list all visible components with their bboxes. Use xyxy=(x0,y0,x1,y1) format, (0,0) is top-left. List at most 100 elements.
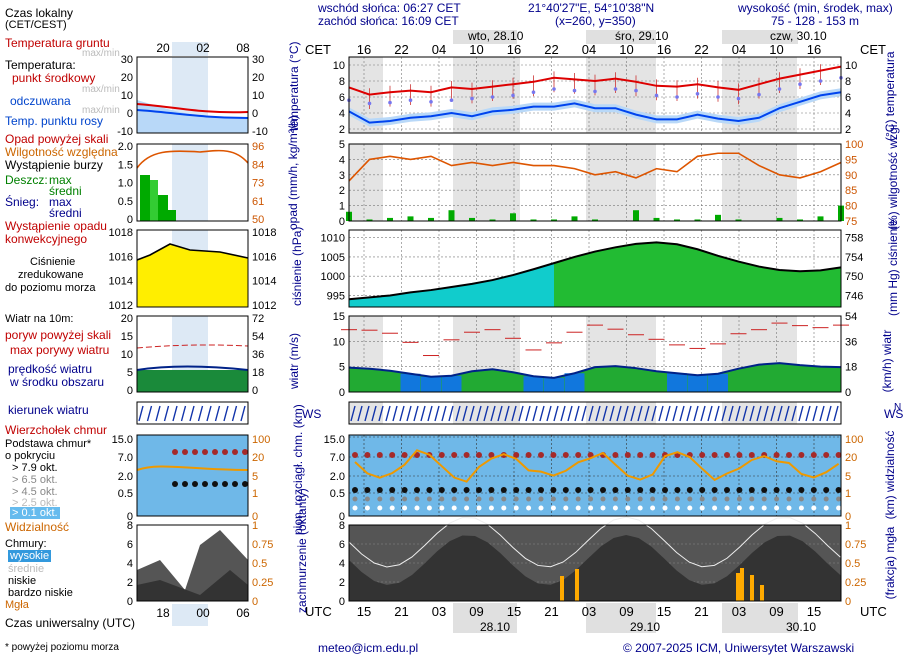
cloud-legend-tick-right: 100 xyxy=(252,434,270,446)
cloud-base-dot xyxy=(724,487,730,493)
cloud-base-dot-low xyxy=(377,505,383,511)
compass-label: WS xyxy=(884,407,903,421)
press-tick-left: 1005 xyxy=(321,252,345,264)
cloud-tick-left: 2.0 xyxy=(330,471,345,483)
fog-bar xyxy=(760,585,764,601)
wind-dir-arrow xyxy=(532,405,538,422)
legend-precip-bar xyxy=(140,175,150,221)
perceived-temp-dot xyxy=(408,98,413,102)
wind-legend-tick-right: 0 xyxy=(252,385,258,397)
utc-hour-label: 09 xyxy=(619,604,633,619)
legend-precip-bar xyxy=(168,210,176,221)
temp-tick-right: 4 xyxy=(845,108,851,120)
day-label-top: czw, 30.10 xyxy=(770,29,827,43)
cloud-base-dot-mid xyxy=(451,496,457,502)
wind-dir-arrow xyxy=(826,405,832,422)
precip-tick-right: 85 xyxy=(845,185,857,197)
cloud-base-dot-mid xyxy=(426,496,432,502)
perceived-temp-dot xyxy=(490,95,495,99)
cloud-tick-right: 20 xyxy=(845,452,857,464)
wind-dir-arrow xyxy=(455,405,461,422)
cloud-base-dot-mid xyxy=(575,496,581,502)
cloud-top-dot xyxy=(451,452,458,458)
clouds-legend-tick-right: 0.75 xyxy=(252,539,273,551)
cloud-base-dot-mid xyxy=(774,496,780,502)
cloud-base-dot-mid xyxy=(736,496,742,502)
cloud-top-dot xyxy=(562,452,569,458)
wind-dir-arrow xyxy=(602,405,608,422)
wind-tick-right: 0 xyxy=(845,387,851,399)
legend-pressure-area xyxy=(137,244,248,307)
wind-dir-arrow xyxy=(350,405,356,422)
precip-tick-right: 90 xyxy=(845,170,857,182)
wind-dir-arrow xyxy=(721,405,727,422)
wind-dir-arrow xyxy=(812,405,818,422)
temp-night-band xyxy=(586,57,656,133)
cloud-base-dot-mid xyxy=(377,496,383,502)
legend-precip-over: Opad powyżej skali xyxy=(5,132,109,146)
cloud-base-dot-low xyxy=(774,505,780,511)
wind-dir-arrow xyxy=(504,405,510,422)
legend-cloud-base-dot xyxy=(212,481,218,487)
legend-cloud-top-dot xyxy=(232,449,238,455)
pressure-area-low xyxy=(349,263,554,307)
wind-tick-left: 15 xyxy=(333,311,345,323)
clouds-tick-right: 0.75 xyxy=(845,539,866,551)
cloud-base-dot-mid xyxy=(513,496,519,502)
cloud-base-dot xyxy=(575,487,582,493)
cloud-base-dot xyxy=(823,487,830,493)
perceived-temp-dot xyxy=(634,88,638,93)
fog-bar xyxy=(750,575,754,601)
cloud-base-dot xyxy=(600,487,606,493)
cloud-base-dot xyxy=(451,487,458,493)
cloud-base-dot xyxy=(513,487,520,493)
cloud-base-dot xyxy=(711,487,718,493)
legend-rain-max: max xyxy=(49,173,72,187)
wind-dir-arrow xyxy=(483,405,489,422)
utc-hour-label: 03 xyxy=(582,604,596,619)
visibility-line xyxy=(354,449,840,483)
legend-wind10: Wiatr na 10m: xyxy=(5,313,74,325)
cloud-base-dot xyxy=(389,487,396,493)
cloud-top-dot xyxy=(773,452,780,458)
cloud-base-dot-mid xyxy=(550,496,556,502)
legend-wind-dir-arrow xyxy=(138,405,144,422)
press-tick-right: 754 xyxy=(845,252,863,264)
press-tick-right: 750 xyxy=(845,271,863,283)
cloud-base-dot-mid xyxy=(588,496,594,502)
wind-legend-tick-right: 18 xyxy=(252,367,264,379)
cloud-base-dot xyxy=(835,487,842,493)
perceived-temp-dot xyxy=(654,93,659,98)
cloud-base-dot-low xyxy=(389,505,395,511)
wind-speed-low-band xyxy=(441,375,462,392)
cloud-base-dot xyxy=(426,487,433,493)
cet-hour-label: 10 xyxy=(619,42,633,57)
legend-temperature: Temperatura: xyxy=(5,58,76,72)
cloud-base-dot-mid xyxy=(364,496,370,502)
utc-hour-label: 15 xyxy=(657,604,671,619)
wind-dir-arrow xyxy=(714,405,720,422)
cloud-base-dot xyxy=(488,487,495,493)
legend-soil-temp-sub: max/min xyxy=(82,48,120,59)
wind-tick-left: 10 xyxy=(333,336,345,348)
perceived-temp-dot xyxy=(531,90,536,94)
cloud-legend-tick-left: 2.0 xyxy=(118,471,133,483)
pressure-line xyxy=(348,241,842,301)
wind-dir-arrow xyxy=(749,405,755,422)
wind-dir-arrow xyxy=(693,405,699,422)
utc-band xyxy=(453,603,517,633)
perceived-temp-dot xyxy=(470,96,474,101)
cloud-base-dot-low xyxy=(600,505,606,511)
temp-tick-left: 8 xyxy=(339,76,345,88)
cloud-base-dot xyxy=(401,487,408,493)
contact-email[interactable]: meteo@icm.edu.pl xyxy=(318,641,419,655)
cloud-base-dot xyxy=(438,487,445,493)
temp-legend-tick-left: 20 xyxy=(121,72,133,84)
wind-dir-arrow xyxy=(791,405,797,422)
legend-cloud-base1: Podstawa chmur* xyxy=(5,438,92,450)
cloud-base-dot xyxy=(525,487,532,493)
utc-hour-label: 15 xyxy=(807,604,821,619)
precip-bar xyxy=(694,219,701,221)
wind-dir-arrow xyxy=(700,405,706,422)
